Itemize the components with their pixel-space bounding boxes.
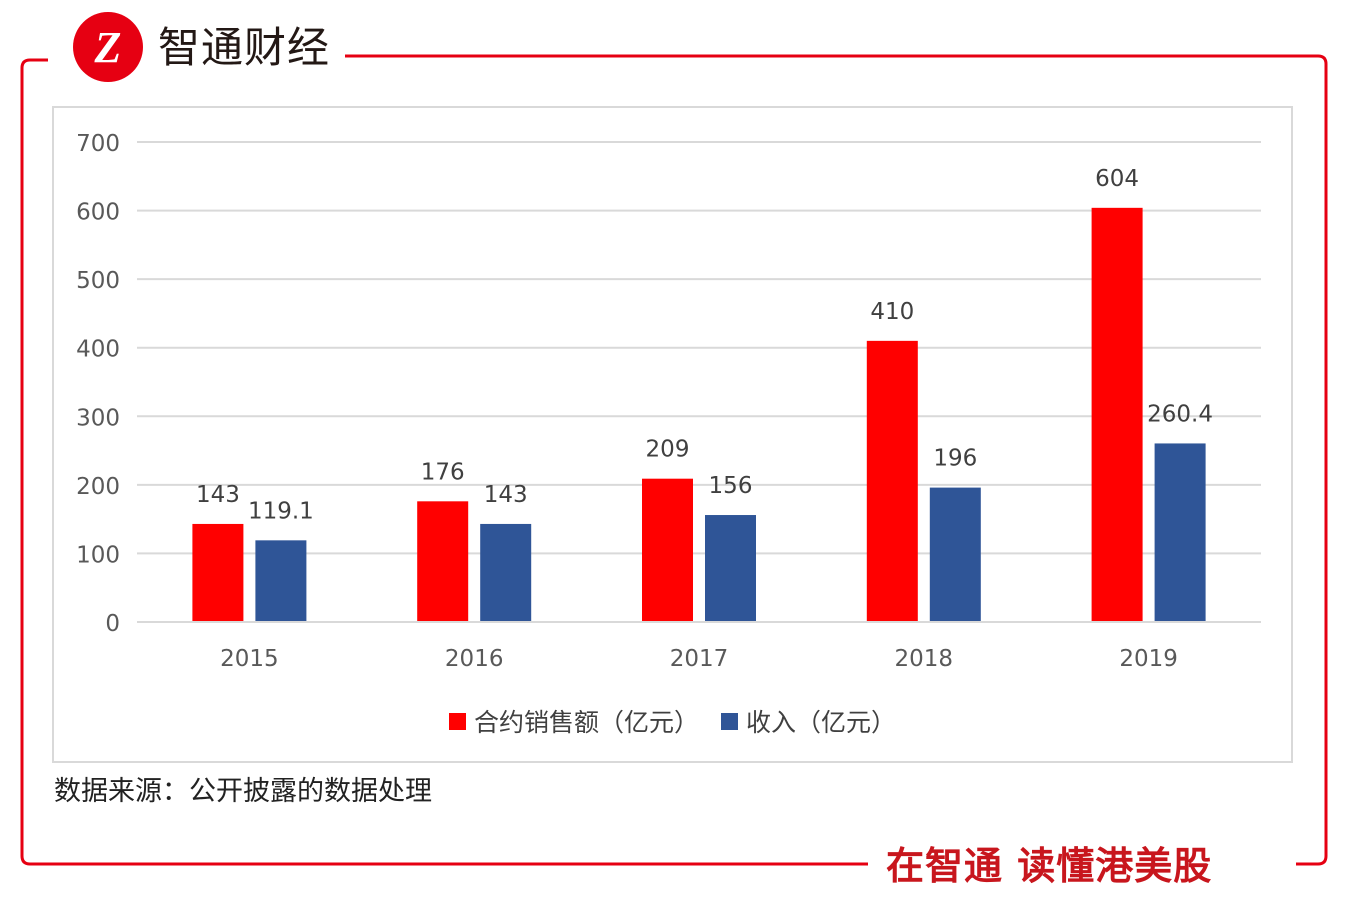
data-label: 410 — [870, 299, 914, 325]
legend-swatch — [448, 712, 466, 730]
legend-swatch — [721, 712, 738, 730]
source-note: 数据来源：公开披露的数据处理 — [54, 776, 432, 807]
brand-logo-text: Z — [94, 22, 122, 72]
y-tick-label: 700 — [76, 131, 120, 157]
brand-name: 智通财经 — [158, 23, 331, 72]
data-label: 260.4 — [1147, 401, 1213, 427]
data-label: 209 — [646, 437, 690, 463]
bar-revenue — [255, 540, 307, 622]
bar-revenue — [1154, 443, 1206, 622]
bar-chart: 0 100 200 300 400 500 600 700 2015 143 119.1 2016 17… — [76, 131, 1261, 672]
brand-logo: Z — [73, 12, 143, 82]
bar-contract-sales — [866, 340, 918, 622]
legend-entry: 收入（亿元） — [721, 703, 896, 739]
x-tick-label: 2019 — [1119, 646, 1178, 672]
bar-contract-sales — [1091, 207, 1143, 622]
brand-slogan: 在智通 读懂港美股 — [886, 844, 1213, 888]
x-tick-label: 2017 — [670, 646, 729, 672]
x-tick-label: 2016 — [445, 646, 504, 672]
bar-contract-sales — [192, 523, 244, 622]
data-label: 604 — [1095, 166, 1139, 192]
legend-label: 收入（亿元） — [746, 708, 897, 737]
bar-revenue — [929, 487, 981, 622]
y-tick-label: 200 — [76, 474, 120, 500]
data-label: 196 — [933, 446, 977, 472]
data-label: 156 — [709, 473, 753, 499]
x-tick-label: 2018 — [895, 646, 954, 672]
x-tick-label: 2015 — [220, 646, 279, 672]
bar-contract-sales — [642, 478, 693, 622]
data-label: 143 — [484, 482, 528, 508]
y-tick-label: 300 — [76, 405, 120, 431]
legend-entry: 合约销售额（亿元） — [448, 703, 699, 739]
bar-revenue — [705, 515, 756, 622]
data-label: 119.1 — [248, 498, 314, 524]
y-tick-label: 600 — [76, 200, 120, 226]
y-tick-label: 100 — [76, 542, 120, 568]
data-label: 143 — [196, 482, 240, 508]
y-tick-label: 500 — [76, 268, 120, 294]
data-label: 176 — [421, 459, 465, 485]
bar-revenue — [480, 523, 532, 622]
bar-contract-sales — [417, 501, 469, 622]
chart-legend: 合约销售额（亿元） 收入（亿元） — [54, 704, 1291, 738]
legend-label: 合约销售额（亿元） — [473, 708, 699, 737]
y-tick-label: 400 — [76, 337, 120, 363]
y-tick-label: 0 — [105, 611, 120, 637]
chart-panel: 0 100 200 300 400 500 600 700 2015 143 119.1 2016 17… — [52, 106, 1293, 763]
